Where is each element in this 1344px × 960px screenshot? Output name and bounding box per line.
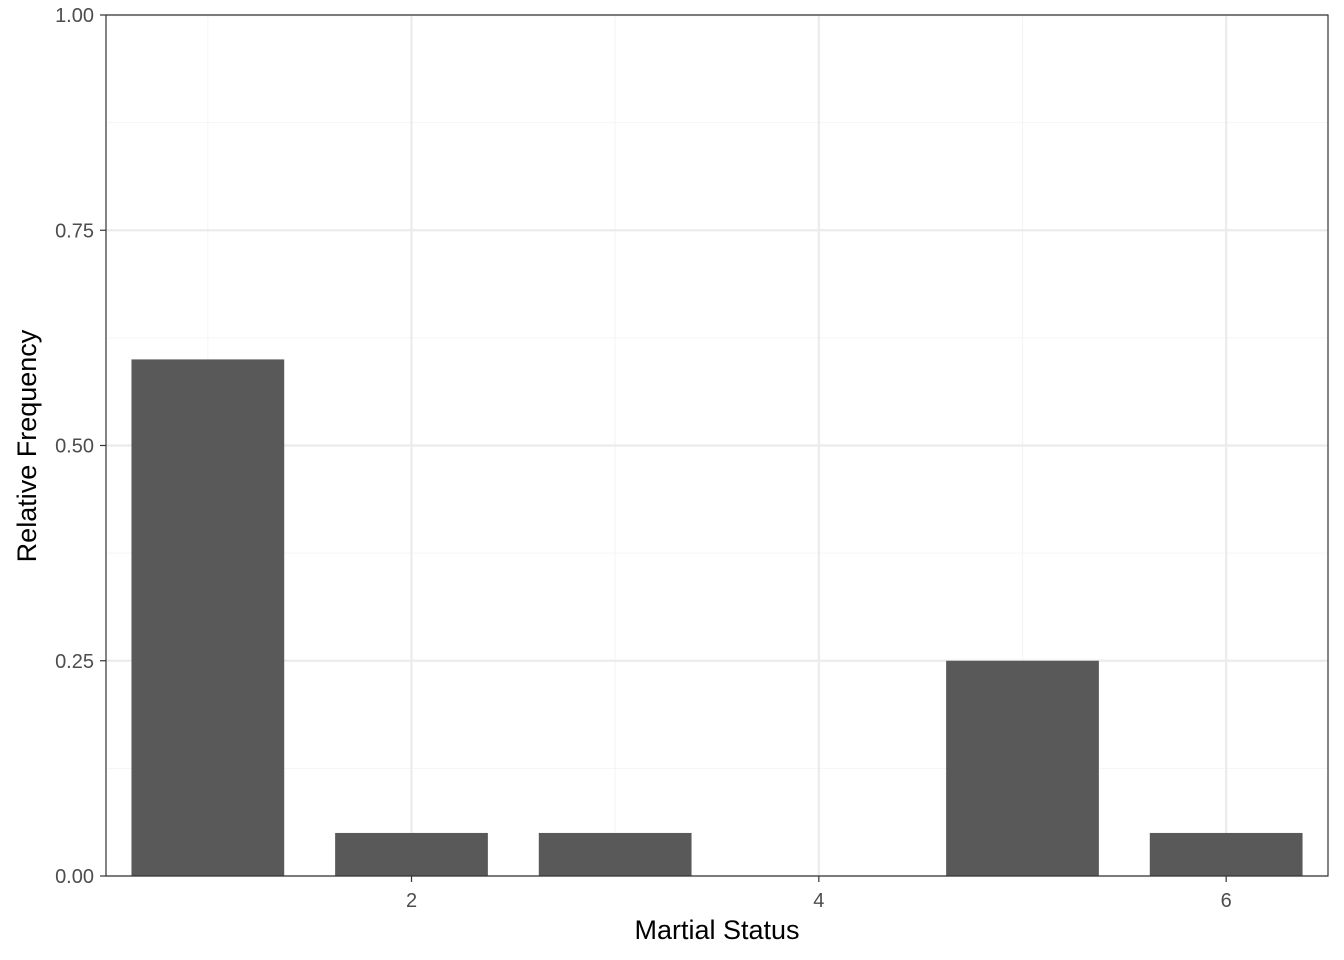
y-axis: 0.00 0.25 0.50 0.75 1.00 [55, 5, 106, 888]
bar-5 [946, 660, 1099, 876]
y-tick-label: 0.25 [55, 651, 94, 673]
bar-1 [131, 359, 285, 876]
bar-2 [335, 832, 488, 876]
y-tick-label: 0.00 [55, 866, 94, 888]
bar-6 [1149, 832, 1303, 876]
bars [131, 359, 1303, 876]
y-tick-label: 1.00 [55, 5, 94, 27]
x-tick-label: 6 [1221, 890, 1232, 912]
y-tick-label: 0.50 [55, 436, 94, 458]
y-tick-label: 0.75 [55, 220, 94, 242]
x-tick-label: 2 [406, 890, 417, 912]
x-axis: 2 4 6 [406, 876, 1232, 912]
y-axis-title: Relative Frequency [12, 329, 42, 562]
x-axis-title: Martial Status [634, 915, 799, 945]
bar-3 [538, 832, 692, 876]
x-tick-label: 4 [813, 890, 824, 912]
